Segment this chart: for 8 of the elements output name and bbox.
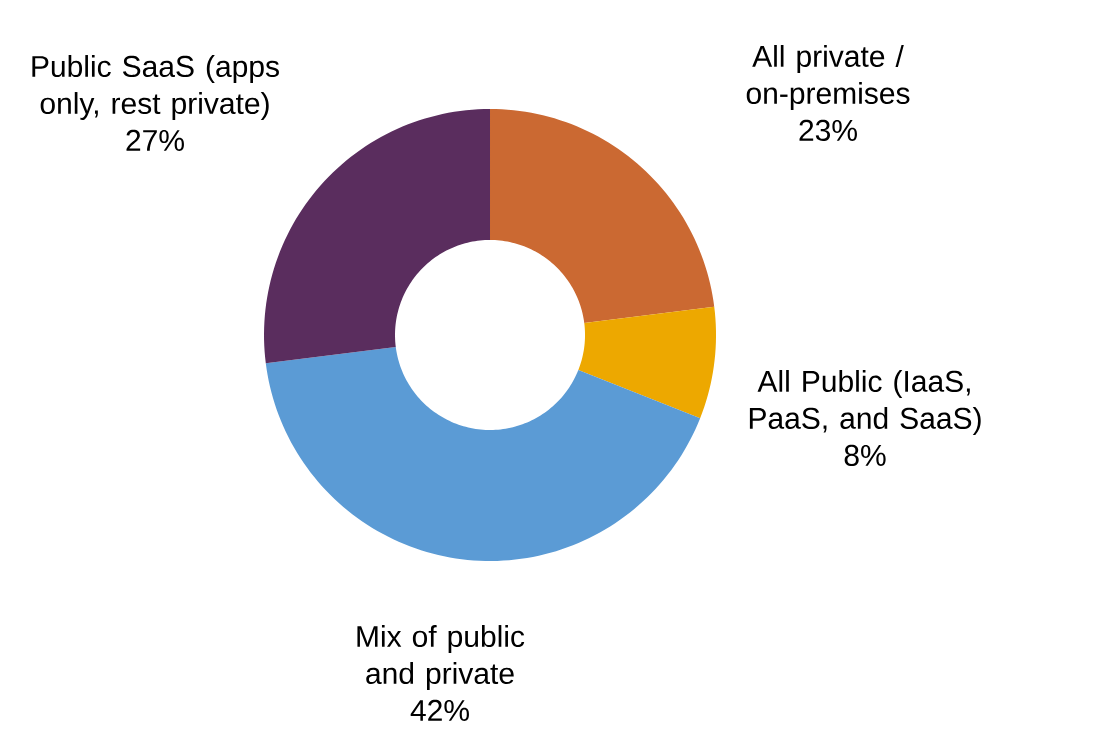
data-label: 27% bbox=[126, 129, 184, 151]
slice-label: All Public (IaaS, PaaS, and SaaS) bbox=[749, 369, 981, 435]
slice-label: Mix of public and private bbox=[357, 625, 525, 690]
data-label: 42% bbox=[410, 699, 469, 721]
slice-label: All private / on-premises bbox=[746, 44, 910, 110]
data-label: 8% bbox=[844, 444, 886, 467]
slice-label: Public SaaS (apps only, rest private) bbox=[32, 55, 279, 120]
data-label: 23% bbox=[799, 119, 857, 142]
